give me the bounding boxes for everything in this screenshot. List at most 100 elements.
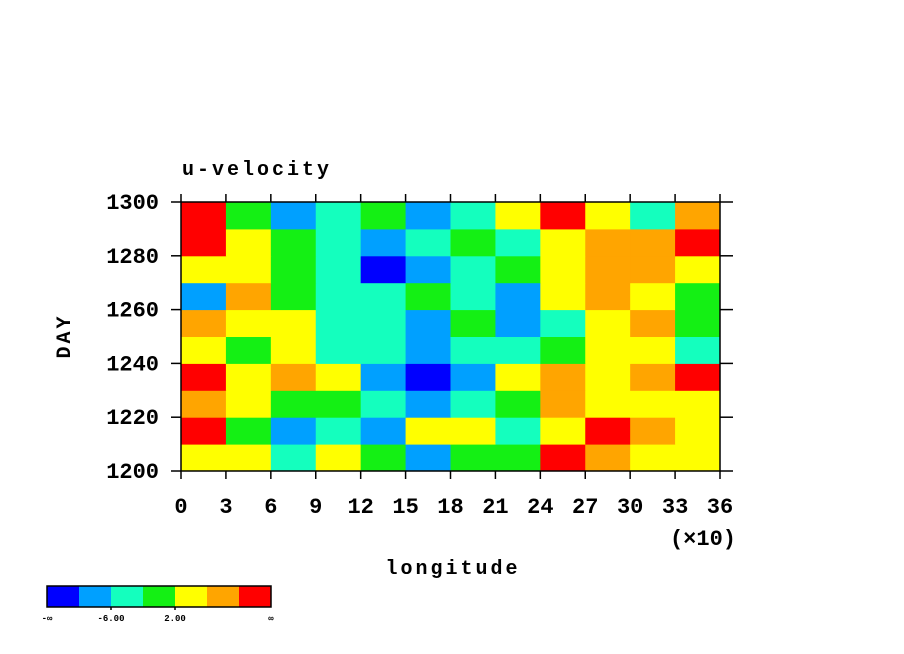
- heat-cell: [360, 202, 407, 230]
- heat-cell: [270, 202, 317, 230]
- heat-cell: [630, 444, 676, 472]
- heat-cell: [181, 390, 227, 418]
- heat-cell: [315, 282, 362, 311]
- heat-cell: [630, 228, 676, 257]
- heat-cell: [360, 363, 407, 391]
- heat-cell: [450, 255, 496, 284]
- heat-cell: [585, 444, 631, 472]
- heat-cell: [495, 444, 541, 472]
- x-tick-label: 3: [219, 495, 232, 520]
- y-tick-label: 1220: [106, 406, 159, 431]
- heat-cell: [540, 417, 586, 445]
- colorbar-swatch: [175, 586, 207, 607]
- heat-cell: [675, 336, 721, 364]
- heat-cell: [675, 282, 721, 311]
- heat-cell: [270, 336, 317, 364]
- heat-cell: [225, 444, 272, 472]
- x-tick-label: 6: [264, 495, 277, 520]
- heat-cell: [540, 282, 586, 311]
- heat-cell: [405, 255, 451, 284]
- heat-cell: [675, 228, 721, 257]
- heat-cell: [495, 417, 541, 445]
- colorbar-swatch: [207, 586, 239, 607]
- colorbar-swatch: [47, 586, 79, 607]
- x-tick-label: 15: [392, 495, 418, 520]
- heat-cell: [315, 255, 362, 284]
- heat-cell: [225, 282, 272, 311]
- heat-cell: [540, 444, 586, 472]
- heat-cell: [495, 363, 541, 391]
- colorbar-swatch: [239, 586, 271, 607]
- heat-cell: [675, 202, 721, 230]
- colorbar-label: -∞: [42, 614, 53, 624]
- heat-cell: [540, 390, 586, 418]
- heat-cell: [585, 202, 631, 230]
- heat-cell: [360, 255, 407, 284]
- heat-cell: [405, 444, 451, 472]
- heat-cell: [225, 417, 272, 445]
- heat-cell: [405, 363, 451, 391]
- heat-cell: [675, 417, 721, 445]
- x-tick-label: 36: [707, 495, 733, 520]
- heat-cell: [585, 363, 631, 391]
- heat-cell: [495, 228, 541, 257]
- heat-cell: [585, 309, 631, 337]
- colorbar-swatch: [111, 586, 143, 607]
- heat-cell: [405, 417, 451, 445]
- x-tick-label: 18: [437, 495, 463, 520]
- heat-cell: [630, 282, 676, 311]
- x-tick-label: 21: [482, 495, 508, 520]
- heat-cell: [181, 282, 227, 311]
- chart-title: u-velocity: [182, 159, 332, 182]
- heat-cell: [225, 336, 272, 364]
- heat-cell: [270, 417, 317, 445]
- heat-cell: [315, 202, 362, 230]
- colorbar-label: ∞: [268, 614, 274, 624]
- y-tick-label: 1280: [106, 245, 159, 270]
- heat-cell: [405, 282, 451, 311]
- heat-cell: [181, 336, 227, 364]
- heat-cell: [675, 255, 721, 284]
- heat-cell: [630, 202, 676, 230]
- heat-cell: [585, 417, 631, 445]
- x-tick-label: 12: [347, 495, 373, 520]
- heat-cell: [315, 390, 362, 418]
- heat-cell: [585, 390, 631, 418]
- heat-cell: [405, 202, 451, 230]
- x-axis-label: longitude: [385, 558, 520, 581]
- heat-cell: [181, 255, 227, 284]
- heat-cell: [630, 255, 676, 284]
- heat-cell: [495, 202, 541, 230]
- y-tick-label: 1300: [106, 191, 159, 216]
- heat-cell: [270, 444, 317, 472]
- heat-cell: [675, 444, 721, 472]
- x-tick-label: 0: [174, 495, 187, 520]
- heat-cell: [540, 202, 586, 230]
- heat-cell: [181, 228, 227, 257]
- heat-cell: [315, 444, 362, 472]
- heat-cell: [675, 390, 721, 418]
- heat-cell: [181, 309, 227, 337]
- colorbar-label: 2.00: [164, 614, 186, 624]
- heat-cell: [450, 417, 496, 445]
- heat-cell: [270, 309, 317, 337]
- heat-cell: [360, 309, 407, 337]
- heat-cell: [270, 255, 317, 284]
- y-tick-label: 1260: [106, 299, 159, 324]
- colorbar-label: -6.00: [97, 614, 124, 624]
- heat-cell: [315, 309, 362, 337]
- heat-cell: [315, 363, 362, 391]
- y-tick-label: 1200: [106, 460, 159, 485]
- heat-cell: [540, 228, 586, 257]
- heat-cell: [225, 228, 272, 257]
- x-tick-label: 24: [527, 495, 553, 520]
- heat-cell: [675, 309, 721, 337]
- heat-cell: [675, 363, 721, 391]
- heat-cell: [225, 363, 272, 391]
- heat-cell: [450, 363, 496, 391]
- heat-cell: [360, 336, 407, 364]
- heat-cell: [225, 202, 272, 230]
- heat-cell: [225, 309, 272, 337]
- heat-cell: [585, 336, 631, 364]
